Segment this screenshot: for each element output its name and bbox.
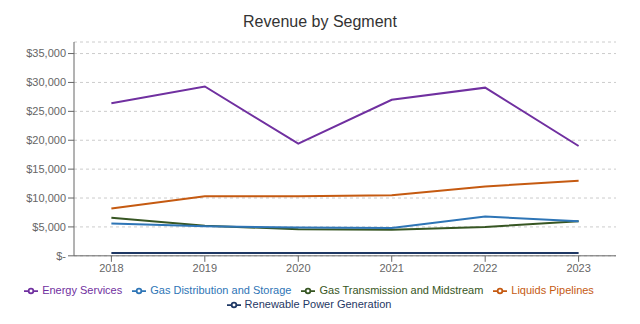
html-text:Liquids Pipelines: Liquids Pipelines [511,283,594,296]
svg-text:2022: 2022 [473,262,497,274]
svg-text:$35,000: $35,000 [26,47,66,59]
html-text:Renewable Power Generation: Renewable Power Generation [244,297,392,310]
svg-text:2019: 2019 [193,262,217,274]
html-text:Energy Services: Energy Services [42,283,123,296]
svg-text:$20,000: $20,000 [26,134,66,146]
svg-text:2018: 2018 [99,262,123,274]
svg-text:$-: $- [56,250,66,262]
svg-text:2020: 2020 [286,262,310,274]
html-text:Gas Transmission and Midstream: Gas Transmission and Midstream [319,283,484,296]
svg-text:2021: 2021 [379,262,403,274]
svg-text:$10,000: $10,000 [26,192,66,204]
html-text:Gas Distribution and Storage: Gas Distribution and Storage [150,283,292,296]
svg-text:$30,000: $30,000 [26,76,66,88]
svg-text:$25,000: $25,000 [26,105,66,117]
svg-text:2023: 2023 [566,262,590,274]
html-text:Revenue by Segment: Revenue by Segment [243,13,397,30]
svg-text:$15,000: $15,000 [26,163,66,175]
svg-text:$5,000: $5,000 [32,221,66,233]
